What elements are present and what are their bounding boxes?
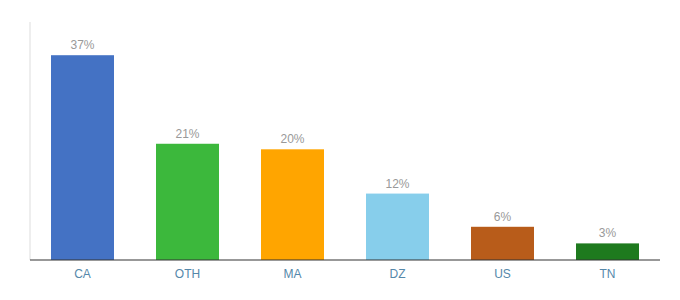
bar [261, 149, 324, 260]
x-tick-label: CA [74, 267, 91, 281]
x-tick-label: MA [284, 267, 302, 281]
page: {"chart_data": {"type": "bar", "categori… [0, 0, 680, 300]
bar [156, 144, 219, 260]
data-label: 37% [70, 38, 94, 52]
x-axis-line [30, 259, 660, 260]
x-tick-label: DZ [390, 267, 406, 281]
x-tick-label: OTH [175, 267, 200, 281]
x-tick-label: TN [600, 267, 616, 281]
chart-container: CA OTH MA DZ US TN 37% 21% 20% 12% 6% 3% [0, 0, 680, 300]
x-tick-label: US [494, 267, 511, 281]
bar [576, 243, 639, 260]
bar [51, 55, 114, 260]
data-label: 6% [494, 210, 512, 224]
bar [471, 227, 534, 260]
data-label: 12% [385, 177, 409, 191]
data-label: 3% [599, 226, 617, 240]
bar [366, 194, 429, 260]
bars [51, 55, 639, 260]
chart: CA OTH MA DZ US TN 37% 21% 20% 12% 6% 3% [0, 0, 680, 300]
data-label: 21% [175, 127, 199, 141]
data-label: 20% [280, 132, 304, 146]
y-axis-line [30, 22, 31, 260]
